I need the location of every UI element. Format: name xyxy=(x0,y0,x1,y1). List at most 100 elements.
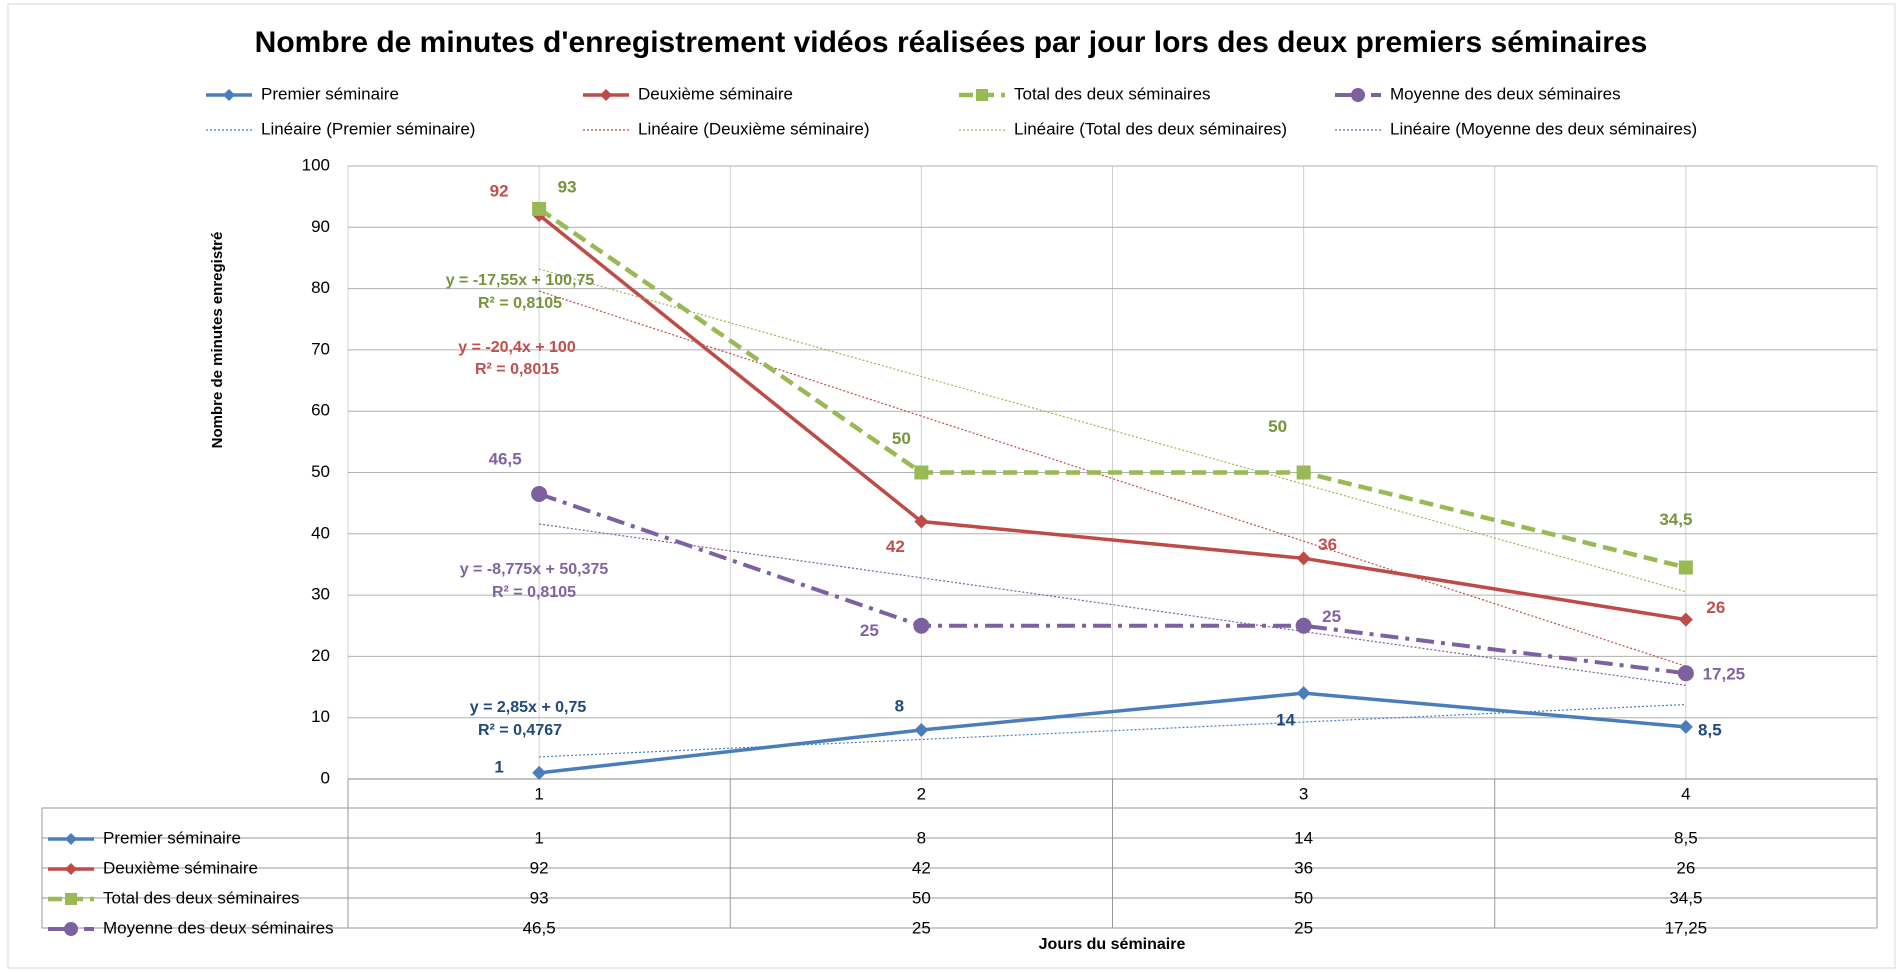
legend-marker xyxy=(65,863,77,875)
series-line xyxy=(538,492,1687,676)
y-tick-label: 0 xyxy=(321,768,330,787)
marker xyxy=(914,514,929,529)
table-cell: 42 xyxy=(912,858,931,877)
chart-border xyxy=(7,3,1896,969)
marker xyxy=(1678,560,1693,575)
trendline-equation: y = 2,85x + 0,75 xyxy=(470,699,587,716)
marker xyxy=(1678,612,1693,627)
trendline-equation: y = -8,775x + 50,375 xyxy=(460,561,609,578)
table-cell: 92 xyxy=(530,858,549,877)
legend-label: Moyenne des deux séminaires xyxy=(1390,84,1621,103)
y-tick-label: 40 xyxy=(311,523,330,542)
table-row-label: Premier séminaire xyxy=(103,828,241,847)
trendline-equation: y = -17,55x + 100,75 xyxy=(446,272,595,289)
trendline-r2: R² = 0,8105 xyxy=(492,584,576,601)
data-label: 50 xyxy=(892,429,911,448)
data-label: 14 xyxy=(1276,711,1295,730)
legend-label: Linéaire (Deuxième séminaire) xyxy=(638,119,869,138)
y-tick-label: 90 xyxy=(311,217,330,236)
legend-label: Premier séminaire xyxy=(261,84,399,103)
marker xyxy=(1296,465,1311,480)
trendline-r2: R² = 0,4767 xyxy=(478,722,562,739)
y-tick-label: 80 xyxy=(311,278,330,297)
data-label: 36 xyxy=(1318,535,1337,554)
data-label: 17,25 xyxy=(1703,665,1746,684)
table-cell: 93 xyxy=(530,888,549,907)
marker xyxy=(914,722,929,737)
legend-label: Deuxième séminaire xyxy=(638,84,793,103)
table-cell: 46,5 xyxy=(523,918,556,937)
table-cell: 1 xyxy=(534,828,543,847)
legend-marker xyxy=(65,893,77,905)
table-cell: 17,25 xyxy=(1665,918,1708,937)
series-line xyxy=(537,207,1687,570)
table-cell: 25 xyxy=(912,918,931,937)
legend-label: Linéaire (Premier séminaire) xyxy=(261,119,475,138)
data-label: 46,5 xyxy=(489,449,522,468)
y-tick-label: 70 xyxy=(311,339,330,358)
x-tick-label: 2 xyxy=(917,784,926,803)
y-tick-label: 50 xyxy=(311,462,330,481)
data-label: 92 xyxy=(490,182,509,201)
y-tick-label: 100 xyxy=(302,155,330,174)
legend-label: Total des deux séminaires xyxy=(1014,84,1211,103)
marker xyxy=(1677,665,1694,682)
data-label: 34,5 xyxy=(1659,510,1692,529)
table-cell: 8 xyxy=(917,828,926,847)
table-cell: 25 xyxy=(1294,918,1313,937)
marker xyxy=(1295,617,1312,634)
marker xyxy=(531,485,548,502)
data-label: 25 xyxy=(860,621,879,640)
legend-label: Linéaire (Total des deux séminaires) xyxy=(1014,119,1287,138)
x-axis-title: Jours du séminaire xyxy=(1039,936,1186,953)
legend-marker xyxy=(600,89,612,101)
table-cell: 26 xyxy=(1676,858,1695,877)
table-cell: 50 xyxy=(1294,888,1313,907)
trendline xyxy=(539,523,1686,686)
table-cell: 34,5 xyxy=(1669,888,1702,907)
marker xyxy=(913,617,930,634)
marker xyxy=(1678,719,1693,734)
table-cell: 50 xyxy=(912,888,931,907)
table-row-label: Total des deux séminaires xyxy=(103,888,300,907)
legend-marker xyxy=(65,833,77,845)
y-axis-title: Nombre de minutes enregistré xyxy=(209,232,226,449)
legend-marker xyxy=(223,89,235,101)
x-tick-label: 1 xyxy=(534,784,543,803)
table-row-label: Deuxième séminaire xyxy=(103,858,258,877)
table-cell: 14 xyxy=(1294,828,1313,847)
series-line xyxy=(538,213,1687,622)
series-line xyxy=(538,691,1687,775)
x-tick-label: 4 xyxy=(1681,784,1690,803)
x-tick-label: 3 xyxy=(1299,784,1308,803)
data-label: 93 xyxy=(558,177,577,196)
y-tick-label: 30 xyxy=(311,585,330,604)
table-row-label: Moyenne des deux séminaires xyxy=(103,918,334,937)
trendline-r2: R² = 0,8105 xyxy=(478,295,562,312)
trendline xyxy=(539,703,1686,758)
chart-title: Nombre de minutes d'enregistrement vidéo… xyxy=(255,26,1648,59)
trendline-r2: R² = 0,8015 xyxy=(475,361,559,378)
trendline-equation: y = -20,4x + 100 xyxy=(458,339,576,356)
y-tick-label: 60 xyxy=(311,401,330,420)
legend-label: Linéaire (Moyenne des deux séminaires) xyxy=(1390,119,1697,138)
marker xyxy=(532,765,547,780)
trendline xyxy=(538,268,1687,593)
data-label: 8,5 xyxy=(1698,720,1722,739)
data-label: 8 xyxy=(895,696,904,715)
y-tick-label: 10 xyxy=(311,707,330,726)
data-label: 25 xyxy=(1322,607,1341,626)
table-cell: 8,5 xyxy=(1674,828,1698,847)
legend-marker xyxy=(976,89,988,101)
y-tick-label: 20 xyxy=(311,646,330,665)
data-label: 50 xyxy=(1268,417,1287,436)
legend-marker xyxy=(64,922,78,936)
data-label: 42 xyxy=(886,537,905,556)
table-cell: 36 xyxy=(1294,858,1313,877)
data-label: 1 xyxy=(494,757,503,776)
marker xyxy=(1296,686,1311,701)
marker xyxy=(532,201,547,216)
legend-marker xyxy=(1351,88,1365,102)
trendline xyxy=(538,290,1687,667)
